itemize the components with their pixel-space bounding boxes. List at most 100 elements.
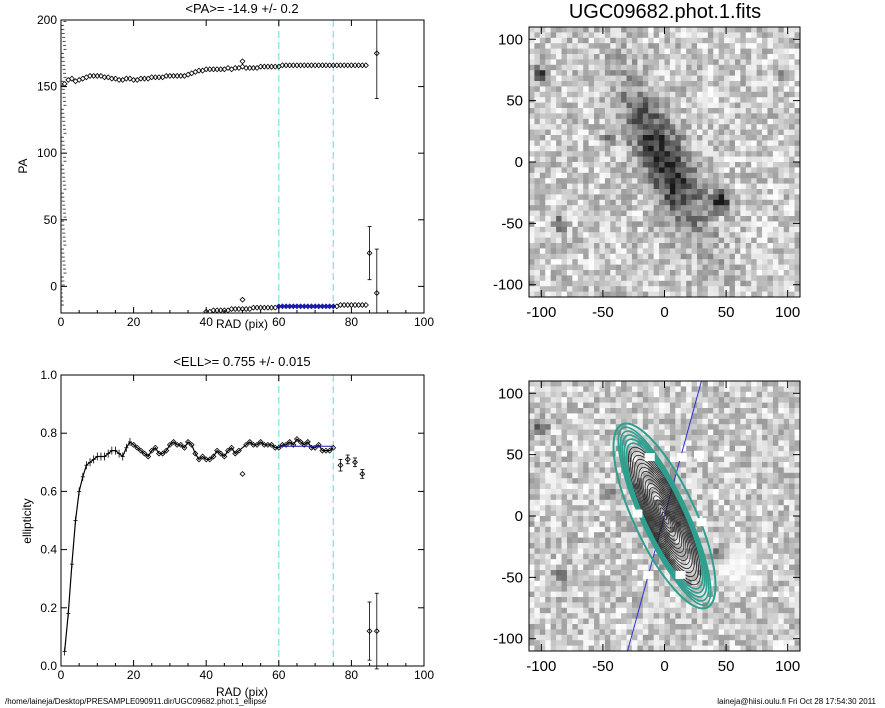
image-pixel bbox=[756, 64, 763, 71]
image-pixel bbox=[561, 151, 568, 157]
image-pixel bbox=[604, 151, 611, 157]
image-pixel bbox=[577, 59, 584, 66]
image-pixel bbox=[583, 483, 590, 490]
image-pixel bbox=[648, 591, 655, 598]
image-pixel bbox=[615, 183, 622, 190]
image-pixel bbox=[724, 237, 730, 244]
image-pixel bbox=[561, 516, 568, 522]
image-pixel bbox=[772, 167, 779, 174]
image-pixel bbox=[745, 124, 752, 130]
image-pixel bbox=[604, 570, 611, 576]
image-pixel bbox=[664, 81, 671, 87]
image-pixel bbox=[583, 37, 590, 44]
image-pixel bbox=[697, 526, 703, 533]
image-pixel bbox=[648, 645, 655, 652]
image-pixel bbox=[680, 48, 687, 55]
image-pixel bbox=[577, 172, 584, 179]
image-pixel bbox=[653, 129, 660, 136]
image-pixel bbox=[556, 456, 562, 463]
image-pixel bbox=[729, 634, 736, 641]
image-pixel bbox=[675, 391, 682, 398]
image-pixel bbox=[631, 645, 638, 652]
image-pixel bbox=[572, 140, 579, 147]
image-pixel bbox=[583, 413, 590, 420]
image-pixel bbox=[572, 559, 579, 565]
image-pixel bbox=[794, 253, 801, 260]
image-pixel bbox=[631, 543, 638, 549]
image-pixel bbox=[534, 286, 541, 292]
image-pixel bbox=[529, 48, 535, 55]
image-pixel bbox=[794, 210, 801, 217]
image-pixel bbox=[724, 408, 730, 414]
image-pixel bbox=[572, 210, 579, 217]
image-pixel bbox=[783, 54, 790, 60]
image-pixel bbox=[680, 548, 687, 555]
image-pixel bbox=[778, 70, 785, 76]
image-pixel bbox=[556, 559, 562, 565]
image-pixel bbox=[767, 172, 774, 179]
image-pixel bbox=[675, 108, 682, 114]
image-pixel bbox=[561, 129, 568, 136]
image-pixel bbox=[718, 586, 725, 592]
image-pixel bbox=[707, 532, 714, 538]
image-pixel bbox=[664, 27, 671, 33]
image-pixel bbox=[751, 124, 758, 130]
image-pixel bbox=[610, 553, 617, 560]
image-pixel bbox=[756, 172, 763, 179]
image-pixel bbox=[621, 391, 627, 398]
image-pixel bbox=[783, 37, 790, 44]
image-pixel bbox=[577, 548, 584, 555]
image-pixel bbox=[778, 91, 785, 98]
image-pixel bbox=[740, 537, 747, 544]
image-pixel bbox=[545, 467, 552, 474]
image-pixel bbox=[762, 140, 768, 147]
image-pixel bbox=[550, 275, 557, 282]
image-pixel bbox=[772, 205, 779, 211]
image-pixel bbox=[745, 43, 752, 49]
image-pixel bbox=[713, 32, 720, 39]
image-pixel bbox=[659, 640, 665, 646]
image-pixel bbox=[594, 118, 600, 125]
image-pixel bbox=[550, 264, 557, 271]
image-pixel bbox=[566, 280, 573, 287]
image-pixel bbox=[631, 172, 638, 179]
image-pixel bbox=[642, 413, 649, 420]
image-pixel bbox=[740, 259, 747, 265]
image-pixel bbox=[653, 189, 660, 195]
image-pixel bbox=[697, 499, 703, 506]
image-pixel bbox=[664, 118, 671, 125]
image-pixel bbox=[686, 221, 692, 228]
image-pixel bbox=[713, 467, 720, 474]
image-pixel bbox=[680, 440, 687, 447]
image-pixel bbox=[572, 537, 579, 544]
image-pixel bbox=[669, 264, 676, 271]
image-pixel bbox=[642, 27, 649, 33]
image-pixel bbox=[734, 483, 741, 490]
image-pixel bbox=[529, 248, 535, 255]
image-pixel bbox=[724, 253, 730, 260]
image-pixel bbox=[740, 135, 747, 141]
image-pixel bbox=[594, 70, 600, 76]
image-pixel bbox=[740, 418, 747, 425]
image-pixel bbox=[745, 86, 752, 93]
image-pixel bbox=[675, 43, 682, 49]
image-pixel bbox=[659, 381, 665, 387]
image-pixel bbox=[707, 559, 714, 565]
image-pixel bbox=[789, 113, 795, 120]
image-pixel bbox=[556, 32, 562, 39]
image-pixel bbox=[637, 640, 644, 646]
image-pixel bbox=[572, 286, 579, 292]
image-pixel bbox=[534, 602, 541, 609]
image-pixel bbox=[767, 156, 774, 163]
image-pixel bbox=[756, 91, 763, 98]
image-pixel bbox=[789, 167, 795, 174]
image-pixel bbox=[680, 386, 687, 393]
image-pixel bbox=[556, 624, 562, 630]
image-pixel bbox=[718, 124, 725, 130]
image-pixel bbox=[572, 532, 579, 538]
image-pixel bbox=[724, 597, 730, 603]
image-pixel bbox=[621, 178, 627, 184]
image-pixel bbox=[583, 456, 590, 463]
image-pixel bbox=[615, 564, 622, 571]
image-pixel bbox=[648, 216, 655, 222]
